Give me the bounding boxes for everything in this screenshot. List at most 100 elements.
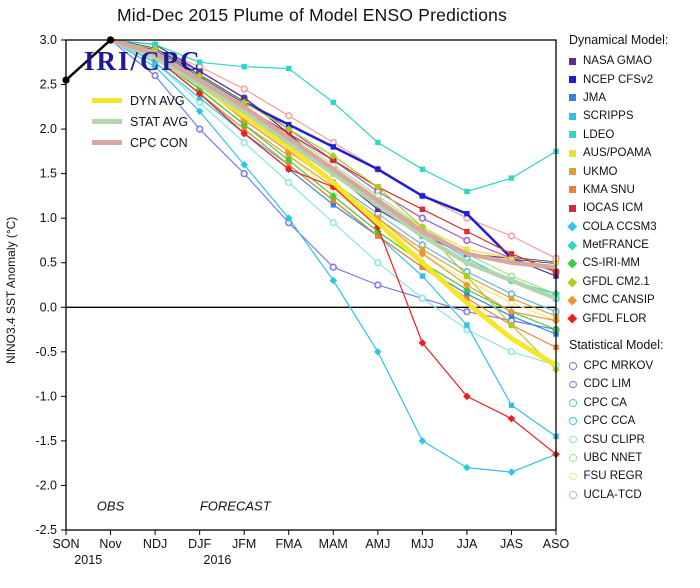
square-marker-icon: [419, 166, 426, 172]
x-tick-label: MJJ: [411, 537, 434, 551]
square-marker-icon: [508, 402, 515, 408]
square-marker-icon: [330, 157, 336, 163]
x-tick-label: DJF: [188, 537, 211, 551]
legend-label: CPC MRKOV: [583, 360, 654, 373]
square-marker-icon: [464, 295, 470, 302]
diamond-marker-icon: [374, 348, 382, 356]
circle-marker-icon: [507, 348, 516, 356]
diamond-marker-icon: [284, 125, 293, 133]
circle-marker-icon: [463, 236, 471, 245]
diamond-marker-icon: [463, 285, 471, 294]
diamond-marker-icon: [507, 307, 516, 316]
square-marker-icon: [419, 246, 426, 253]
y-tick-label: 3.0: [40, 33, 57, 47]
legend-label: AUS/POAMA: [583, 147, 652, 160]
y-tick-label: 1.0: [40, 211, 57, 225]
annotation-forecast: FORECAST: [200, 498, 272, 513]
diamond-marker-icon: [195, 107, 204, 116]
legend-label: CSU CLIPR: [583, 433, 645, 446]
year-label: 2016: [204, 553, 232, 567]
y-tick-label: -1.0: [35, 389, 57, 403]
legend-item-aus-poama: AUS/POAMA: [569, 144, 699, 162]
diamond-marker-icon: [374, 227, 382, 236]
y-tick-label: -2.0: [35, 478, 57, 492]
square-marker-icon: [375, 139, 381, 146]
legend-label: CPC CCA: [583, 415, 636, 428]
line-swatch-icon: [92, 98, 122, 103]
square-marker-icon: [375, 166, 381, 172]
legend-item-cpc-cca: CPC CCA: [569, 412, 699, 430]
circle-marker-icon: [329, 218, 337, 227]
statistical-model-heading: Statistical Model:: [569, 337, 664, 352]
circle-marker-icon: [418, 214, 427, 222]
avg-legend-item-cpc-con: CPC CON: [92, 132, 188, 153]
square-marker-icon: [508, 295, 515, 302]
square-marker-icon: [330, 144, 336, 150]
legend-panel: Dynamical Model: NASA GMAO NCEP CFSv2 JMA S…: [567, 33, 699, 504]
x-tick-label: MAM: [319, 537, 348, 551]
legend-item-cpc-mrkov: CPC MRKOV: [569, 357, 699, 375]
square-marker-icon: [464, 211, 470, 217]
square-marker-icon: [464, 188, 470, 195]
square-marker-icon: [419, 206, 426, 212]
diamond-marker-icon: [418, 250, 427, 258]
diamond-marker-icon: [567, 277, 577, 287]
legend-item-kma-snu: KMA SNU: [569, 181, 699, 199]
statistical-model-list: CPC MRKOV CDC LIM CPC CA CPC CCA CSU CLIPR UB…: [569, 357, 699, 504]
diamond-marker-icon: [463, 281, 471, 289]
y-tick-label: 1.5: [40, 167, 57, 181]
circle-marker-icon: [569, 435, 577, 444]
legend-item-gfdl-cm2-1: GFDL CM2.1: [567, 273, 699, 291]
diamond-marker-icon: [567, 295, 577, 305]
legend-item-nasa-gmao: NASA GMAO: [569, 52, 699, 70]
square-marker-icon: [286, 121, 292, 128]
diamond-marker-icon: [418, 223, 427, 231]
legend-item-gfdl-flor: GFDL FLOR: [567, 309, 699, 327]
circle-marker-icon: [569, 417, 577, 425]
line-swatch-icon: [92, 119, 122, 124]
diamond-marker-icon: [374, 223, 382, 231]
x-tick-label: JJA: [456, 537, 478, 551]
legend-label: NASA GMAO: [583, 55, 653, 68]
legend-item-fsu-regr: FSU REGR: [569, 467, 699, 485]
square-marker-icon: [569, 149, 576, 157]
square-marker-icon: [464, 322, 470, 328]
square-marker-icon: [508, 313, 515, 319]
legend-label: UBC NNET: [583, 452, 643, 464]
iri-cpc-watermark: IRI/CPC: [84, 46, 202, 76]
avg-legend-item-dyn-avg: DYN AVG: [92, 90, 188, 111]
circle-marker-icon: [569, 491, 577, 499]
square-marker-icon: [508, 255, 515, 261]
diamond-marker-icon: [195, 85, 204, 93]
square-marker-icon: [419, 264, 426, 270]
diamond-marker-icon: [567, 314, 577, 324]
square-marker-icon: [241, 126, 247, 132]
legend-label: GFDL FLOR: [582, 312, 647, 325]
diamond-marker-icon: [240, 120, 248, 129]
square-marker-icon: [330, 197, 336, 204]
square-marker-icon: [569, 168, 576, 176]
square-marker-icon: [196, 95, 203, 101]
circle-marker-icon: [285, 112, 293, 120]
circle-marker-icon: [240, 138, 248, 147]
year-label: 2015: [74, 553, 102, 567]
chart-title: Mid-Dec 2015 Plume of Model ENSO Predict…: [116, 5, 508, 25]
diamond-marker-icon: [240, 160, 248, 169]
legend-label: UCLA-TCD: [583, 488, 642, 501]
legend-label: CS-IRI-MM: [582, 257, 641, 270]
legend-item-csu-clipr: CSU CLIPR: [569, 430, 699, 448]
circle-marker-icon: [374, 281, 382, 289]
avg-legend-item-stat-avg: STAT AVG: [92, 111, 188, 132]
square-marker-icon: [286, 65, 292, 72]
diamond-marker-icon: [567, 240, 577, 250]
legend-item-ldeo: LDEO: [569, 126, 699, 144]
series-obs: [65, 39, 112, 82]
square-marker-icon: [569, 57, 576, 65]
square-marker-icon: [286, 130, 292, 137]
legend-item-jma: JMA: [569, 89, 699, 107]
legend-label: COLA CCSM3: [582, 220, 657, 233]
square-marker-icon: [569, 94, 576, 102]
square-marker-icon: [330, 99, 336, 106]
annotation-obs: OBS: [97, 498, 125, 513]
